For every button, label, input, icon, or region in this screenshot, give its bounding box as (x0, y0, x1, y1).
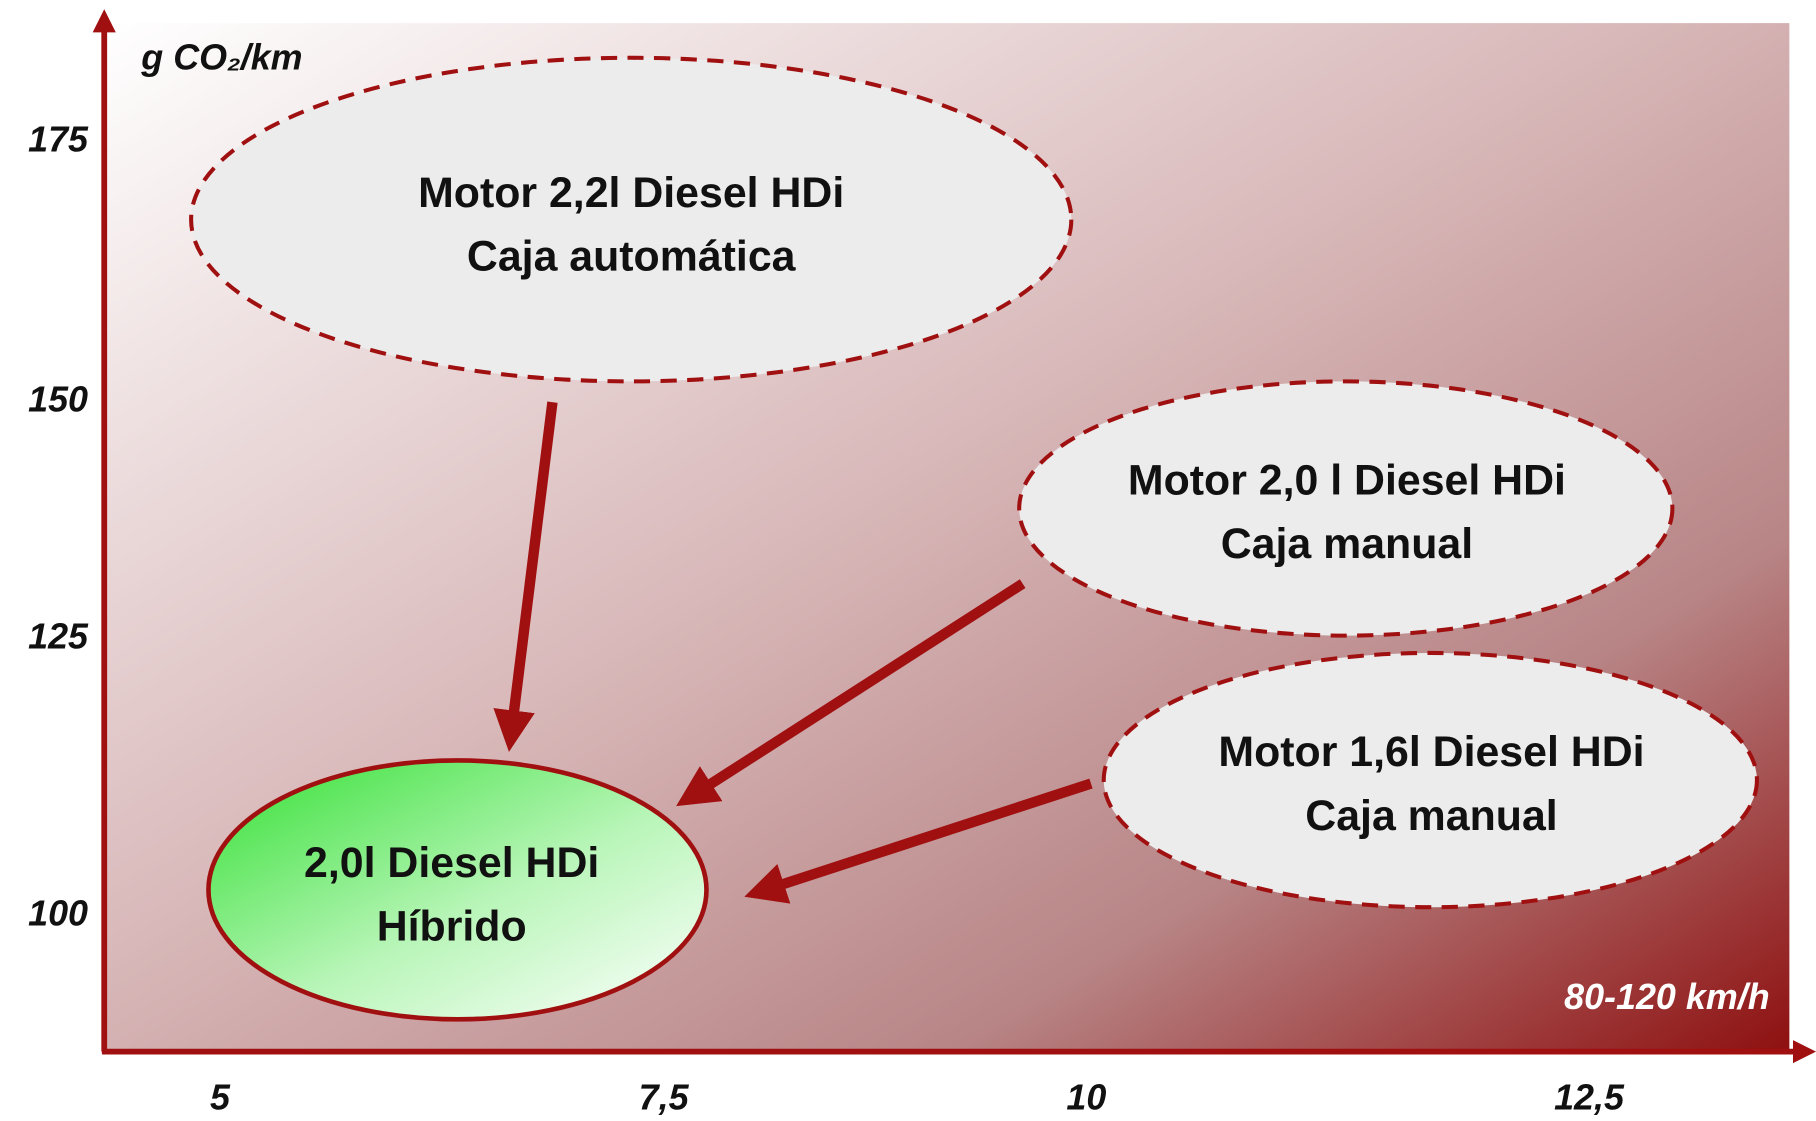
node-label: Motor 2,2l Diesel HDi (418, 169, 844, 217)
y-tick-label: 125 (28, 616, 89, 656)
arrow (744, 778, 1093, 904)
arrow (676, 579, 1026, 807)
node-label: Motor 2,0 l Diesel HDi (1128, 457, 1566, 505)
node-label: Caja automática (467, 232, 797, 280)
y-tick-label: 175 (28, 119, 89, 159)
y-axis-label: g CO₂/km (140, 37, 302, 77)
node-ellipse (189, 55, 1074, 384)
y-tick-label: 100 (28, 894, 88, 934)
x-tick-label: 10 (1066, 1077, 1106, 1117)
node-ellipse (206, 758, 709, 1022)
y-tick-label: 150 (28, 379, 88, 419)
node-label: Caja manual (1221, 520, 1473, 568)
node-label: Caja manual (1305, 792, 1557, 840)
x-axis-label: 80-120 km/h (1564, 977, 1770, 1017)
node-label: Motor 1,6l Diesel HDi (1218, 728, 1644, 776)
arrow (493, 401, 558, 752)
x-tick-label: 12,5 (1554, 1077, 1625, 1117)
node-label: Híbrido (377, 903, 527, 951)
node-ellipse (1101, 650, 1759, 910)
node-label: 2,0l Diesel HDi (304, 839, 599, 887)
node-ellipse (1017, 379, 1675, 638)
x-tick-label: 7,5 (639, 1077, 690, 1117)
x-tick-label: 5 (210, 1077, 231, 1117)
